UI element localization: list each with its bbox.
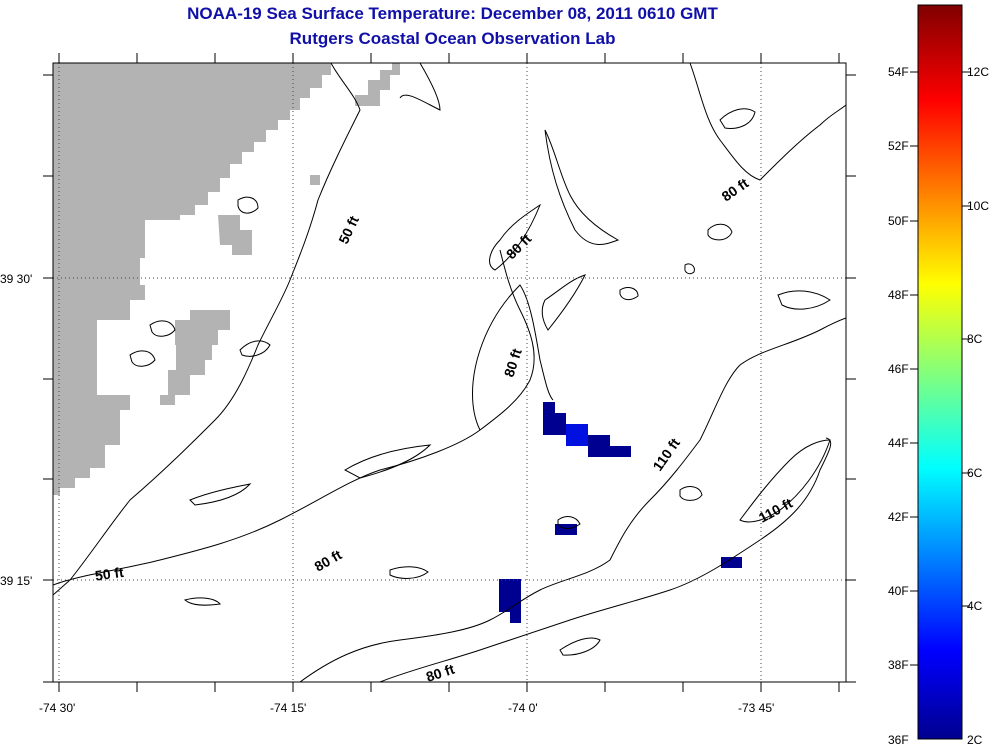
colorbar-label-48f: 48F bbox=[888, 288, 909, 302]
y-tick-label-39-15: 39 15' bbox=[0, 574, 32, 588]
colorbar bbox=[918, 5, 962, 739]
colorbar-label-12c: 12C bbox=[967, 65, 989, 79]
colorbar-label-52f: 52F bbox=[888, 139, 909, 153]
colorbar-label-46f: 46F bbox=[888, 362, 909, 376]
colorbar-label-10c: 10C bbox=[967, 199, 989, 213]
x-tick-label-74-0: -74 0' bbox=[508, 701, 538, 715]
x-tick-label-73-45: -73 45' bbox=[738, 701, 774, 715]
colorbar-label-44f: 44F bbox=[888, 436, 909, 450]
colorbar-label-6c: 6C bbox=[967, 466, 983, 480]
colorbar-label-42f: 42F bbox=[888, 510, 909, 524]
x-tick-label-74-15: -74 15' bbox=[270, 701, 306, 715]
colorbar-label-54f: 54F bbox=[888, 65, 909, 79]
colorbar-label-4c: 4C bbox=[967, 599, 983, 613]
colorbar-label-50f: 50F bbox=[888, 214, 909, 228]
colorbar-label-36f: 36F bbox=[888, 733, 909, 747]
land-shoal bbox=[310, 175, 320, 185]
colorbar-label-2c: 2C bbox=[967, 733, 983, 747]
x-tick-label-74-30: -74 30' bbox=[39, 701, 75, 715]
colorbar-label-8c: 8C bbox=[967, 332, 983, 346]
colorbar-label-38f: 38F bbox=[888, 658, 909, 672]
y-tick-label-39-30: 39 30' bbox=[0, 272, 32, 286]
colorbar-label-40f: 40F bbox=[888, 584, 909, 598]
